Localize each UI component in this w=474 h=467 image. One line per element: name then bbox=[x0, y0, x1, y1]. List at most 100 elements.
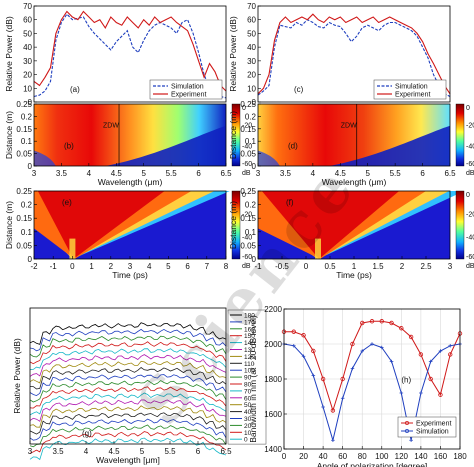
panel-f-xtick-label: 2.5 bbox=[420, 262, 432, 271]
panel-b-xtick-label: 3 bbox=[32, 169, 37, 178]
panel-c-ytick-label: 60 bbox=[247, 16, 256, 25]
panel-f-xtick-label: 3 bbox=[448, 262, 453, 271]
panel-c-frame bbox=[257, 5, 451, 103]
panel-h-point-experiment bbox=[369, 319, 375, 324]
panel-g-ylabel: Relative Power (dB) bbox=[12, 338, 22, 414]
panel-c-series-simulation bbox=[257, 19, 451, 97]
panel-c-ytick-label: 40 bbox=[247, 43, 256, 52]
panel-b-panel-label: (b) bbox=[64, 142, 74, 151]
panel-g-trace-110 bbox=[30, 366, 227, 390]
panel-b-low-region-left bbox=[34, 150, 56, 166]
panel-f-fan-core bbox=[261, 191, 400, 259]
panel-h-point-experiment bbox=[291, 329, 296, 334]
panel-d-ylabel: Distance (m) bbox=[228, 111, 238, 159]
panel-a-series-simulation bbox=[33, 13, 227, 99]
panel-b-xtick-label: 6.5 bbox=[220, 169, 232, 178]
panel-e-xtick-label: 0 bbox=[70, 262, 75, 271]
panel-c-ytick-label: 20 bbox=[247, 71, 256, 80]
panel-a-series-experiment bbox=[33, 10, 227, 92]
panel-h-point-simulation bbox=[389, 359, 394, 364]
panel-h-point-simulation bbox=[301, 354, 306, 359]
panel-g-xtick-label: 3 bbox=[28, 447, 33, 456]
panel-g-xtick-label: 5 bbox=[140, 447, 145, 456]
panel-b-colorbar-tick: -20 bbox=[242, 123, 252, 130]
panel-h-point-experiment bbox=[399, 326, 404, 331]
panel-f-ylabel: Distance (m) bbox=[228, 201, 238, 249]
panel-g-xtick-label: 4.5 bbox=[108, 447, 120, 456]
panel-d-xlabel: Wavelength (μm) bbox=[322, 177, 387, 187]
panel-c-ytick-label: 70 bbox=[247, 2, 256, 11]
panel-e-xtick-label: 7 bbox=[205, 262, 210, 271]
panel-h-point-simulation bbox=[399, 391, 404, 395]
panel-h-ytick-label: 1800 bbox=[264, 375, 282, 384]
panel-e-colorbar-tick: -20 bbox=[242, 212, 252, 219]
panel-g-trace-90 bbox=[29, 379, 227, 403]
panel-g-trace-50 bbox=[29, 405, 227, 428]
panel-f-colorbar-tick: -40 bbox=[466, 234, 474, 241]
panel-e-ytick-label: 0.2 bbox=[21, 201, 33, 210]
panel-g-trace-120 bbox=[29, 360, 227, 384]
panel-h-ytick-label: 2200 bbox=[264, 305, 282, 314]
panel-h-xtick-label: 100 bbox=[375, 452, 389, 461]
panel-h-point-simulation bbox=[340, 396, 345, 401]
panel-a-ytick-label: 70 bbox=[23, 2, 32, 11]
panel-h-xtick-label: 0 bbox=[282, 452, 287, 461]
panel-f-ytick-label: 0.1 bbox=[245, 228, 257, 237]
panel-b-colorbar bbox=[231, 103, 241, 167]
panel-a-ylabel: Relative Power (dB) bbox=[4, 16, 14, 92]
panel-f-xtick-label: -0.5 bbox=[275, 262, 289, 271]
panel-h-ylabel: Bandwidth in nm (at - 20 dB level) bbox=[248, 315, 258, 443]
panel-g-trace-80 bbox=[29, 386, 227, 409]
panel-g-xtick-label: 5.5 bbox=[164, 447, 176, 456]
panel-b-ytick-label: 0.25 bbox=[16, 100, 32, 109]
panel-f-xtick-label: 2 bbox=[400, 262, 405, 271]
panel-d-ytick-label: 0.05 bbox=[240, 150, 256, 159]
panel-g-legend-entry: 100 bbox=[244, 368, 255, 375]
panel-a-legend-entry: Simulation bbox=[171, 84, 204, 91]
panel-c-panel-label: (c) bbox=[294, 85, 304, 94]
panel-h-point-experiment bbox=[320, 376, 326, 382]
panel-c-series-experiment bbox=[257, 13, 451, 95]
panel-g-legend-entry: 0 bbox=[244, 437, 248, 444]
panel-b-frame bbox=[33, 103, 227, 167]
panel-c-ytick-label: 30 bbox=[247, 57, 256, 66]
panel-g-legend-entry: 180 bbox=[244, 313, 255, 320]
panel-b-ytick-label: 0.2 bbox=[21, 112, 33, 121]
panel-d-low-region-left bbox=[258, 150, 280, 166]
panel-h-xtick-label: 140 bbox=[414, 452, 428, 461]
panel-g-legend-entry: 60 bbox=[244, 395, 252, 402]
panel-f-xtick-label: 1.5 bbox=[372, 262, 384, 271]
panel-h-legend-marker bbox=[405, 429, 409, 433]
panel-e-colorbar-unit: dB bbox=[242, 263, 251, 270]
panel-f-panel-label: (f) bbox=[286, 198, 294, 207]
panel-h-xtick-label: 120 bbox=[395, 452, 409, 461]
panel-a-ytick-label: 60 bbox=[23, 16, 32, 25]
panel-b-xtick-label: 4 bbox=[87, 169, 92, 178]
panel-f-colorbar-tick: -60 bbox=[466, 254, 474, 261]
panel-c-legend-entry: Experiment bbox=[395, 92, 430, 99]
panel-f-colorbar-unit: dB bbox=[466, 263, 474, 270]
panel-d-low-region bbox=[329, 125, 450, 166]
panel-g-legend-entry: 10 bbox=[244, 430, 252, 437]
panel-h-point-simulation bbox=[321, 405, 325, 409]
panel-h-ytick-label: 1600 bbox=[264, 410, 282, 419]
panel-h-point-simulation bbox=[438, 349, 443, 353]
panel-e-xtick-label: 8 bbox=[224, 262, 229, 271]
panel-h-point-experiment bbox=[448, 352, 453, 357]
panel-b-xtick-label: 5 bbox=[141, 169, 146, 178]
panel-g-legend-entry: 130 bbox=[244, 347, 255, 354]
panel-e-xtick-label: -2 bbox=[30, 262, 38, 271]
panel-h-xtick-label: 160 bbox=[434, 452, 448, 461]
panel-f-colorbar-tick: -20 bbox=[466, 212, 474, 219]
panel-a-ytick-label: 20 bbox=[23, 71, 32, 80]
panel-d-xtick-label: 3.5 bbox=[280, 169, 292, 178]
panel-d-frame bbox=[257, 103, 451, 167]
panel-d-xtick-label: 3 bbox=[256, 169, 261, 178]
panel-f-ytick-label: 0.05 bbox=[240, 241, 256, 250]
panel-g-trace-160 bbox=[29, 335, 227, 358]
panel-h-point-simulation bbox=[409, 438, 413, 443]
panel-d-xtick-label: 4 bbox=[311, 169, 316, 178]
panel-g-trace-140 bbox=[29, 348, 227, 371]
panel-h-point-experiment bbox=[301, 333, 306, 338]
panel-f-ytick-label: 0.2 bbox=[245, 201, 257, 210]
